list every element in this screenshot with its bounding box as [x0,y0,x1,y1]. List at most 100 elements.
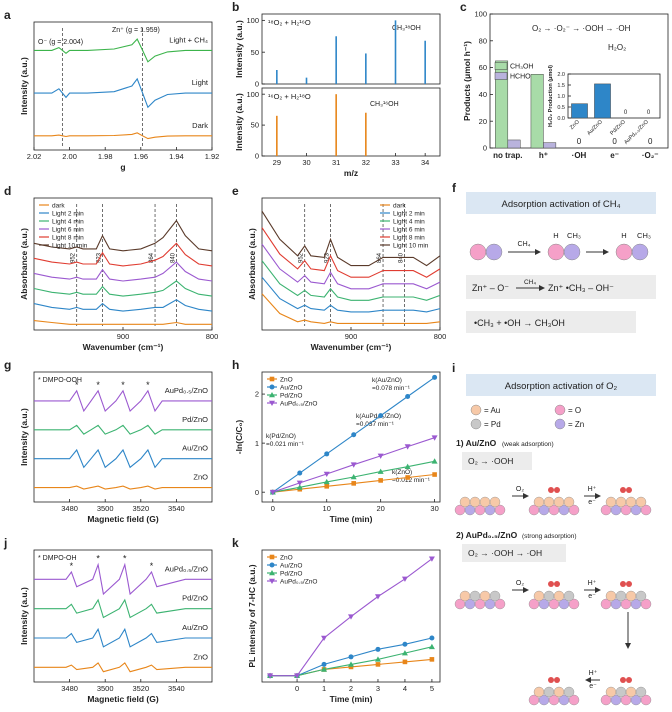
y-tick-label: 50 [251,121,259,130]
legend-marker [269,578,275,584]
data-point [350,473,357,480]
data-point [428,643,435,650]
equation-box [462,452,532,470]
atom [469,496,481,508]
legend-marker [269,554,275,560]
equation-box [466,275,656,299]
x-tick-label: 900 [345,332,358,341]
bar [495,60,509,149]
atom [469,590,481,602]
arrow-label: CH₄ [524,279,536,286]
legend-label: = O [568,406,581,415]
diagram-i: i Adsorption activation of O₂ = Au = O =… [452,361,656,690]
atom [489,590,501,602]
reference-label: 923 [325,252,331,263]
atom [543,686,555,698]
header-box [466,192,656,214]
legend-atom [554,418,566,430]
legend-label: HCHO [510,74,531,81]
data-point [348,664,354,670]
x-tick-label: 20 [376,504,384,513]
equation: Zn⁺ •CH₃ – OH⁻ [548,283,614,293]
x-tick-label: 3500 [97,684,114,693]
atom [615,686,627,698]
bar [543,142,557,149]
legend-swatch [494,62,508,70]
data-point [378,478,383,483]
atom [553,686,565,698]
plot-frame [33,371,213,503]
legend-marker [269,562,275,568]
y-tick-label: 2.0 [557,72,565,78]
x-tick-label: 10 [323,504,331,513]
data-point [432,472,437,477]
atom [568,598,580,610]
series-line [34,662,212,673]
legend-label: Light 2 min [393,210,425,217]
legend-marker [269,376,275,382]
series-label: Light [192,78,209,87]
atom [568,504,580,516]
bar [530,74,544,149]
y-tick-label: 1.0 [557,94,565,100]
arrow-label: e⁻ [588,593,596,600]
data-point [401,650,408,656]
data-point [378,413,384,419]
y-tick-label: 0.0 [557,116,565,122]
legend-label: Au/ZnO [280,384,302,391]
case-note: (strong adsorption) [522,533,577,540]
value-label: 0 [648,137,653,146]
plot-title: ¹⁸O₂ + H₂¹⁶O [268,18,311,27]
diagram-title: Adsorption activation of CH₄ [502,199,621,210]
atom-label: H [553,231,558,240]
x-tick-label: 800 [434,332,447,341]
data-point [348,661,354,667]
legend-marker [269,400,275,406]
data-point [323,471,330,478]
series-label: Pd/ZnO [182,594,208,603]
annotation: Zn⁺ (g = 1.959) [112,27,160,34]
atom [635,590,647,602]
legend-label: Light 6 min [52,226,84,233]
atom [563,686,575,698]
legend-marker [269,570,275,576]
peak-marker: * [96,554,100,564]
x-tick-label: 31 [332,158,340,167]
atom-label: CH₃ [567,231,581,240]
atom [547,243,565,261]
annotation: H₂O₂ [608,43,626,52]
x-tick-label: 3480 [61,684,78,693]
series-line [261,243,441,290]
series-label: AuPd₀.₅/ZnO [165,386,208,395]
atom [631,243,649,261]
data-point [348,614,354,620]
data-point [404,444,411,450]
x-axis-label: Wavenumber (cm⁻¹) [311,342,392,352]
arrow-label: e⁻ [588,499,596,506]
atom [605,686,617,698]
atom-label: CH₃ [637,231,651,240]
legend-label: dark [393,202,406,209]
atom [533,686,545,698]
series-label: Au/ZnO [182,444,208,453]
atom [543,590,555,602]
arrow-label: CH₄ [518,241,531,248]
atom [635,686,647,698]
y-axis-label: -ln(C/C₀) [234,420,244,455]
atom [548,487,554,493]
series-line [34,132,212,140]
data-point [375,662,381,667]
value-label: 0 [647,110,651,116]
atom [626,487,632,493]
reference-label: 952 [299,252,305,263]
atom [615,590,627,602]
x-tick-label: 3540 [168,684,185,693]
y-tick-label: 80 [479,36,487,45]
equation-box [466,311,636,333]
data-point [374,656,381,662]
panel-letter: h [232,358,239,372]
x-tick-label: 4 [403,684,407,693]
legend-marker [269,384,275,390]
legend-label: Light 4 min [393,218,425,225]
